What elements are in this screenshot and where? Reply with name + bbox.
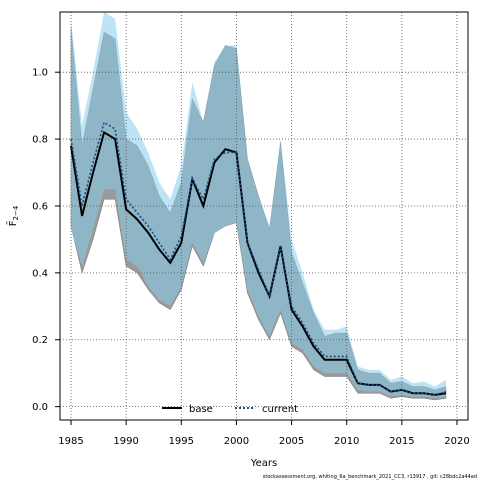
legend-label-current: current (262, 404, 298, 415)
legend: base current (162, 404, 298, 415)
svg-text:F̄2−4: F̄2−4 (6, 205, 20, 226)
x-axis-ticks: 1985 1990 1995 2000 2005 2010 2015 2020 (58, 420, 470, 447)
x-tick-label-2010: 2010 (334, 436, 359, 447)
series-lines (70, 121, 447, 396)
x-tick-label-1985: 1985 (58, 436, 83, 447)
x-tick-label-1995: 1995 (169, 436, 194, 447)
grid-lines (60, 12, 468, 420)
plot-frame (59, 11, 469, 421)
x-tick-label-2020: 2020 (444, 436, 469, 447)
y-tick-label-5: 1.0 (32, 68, 48, 79)
x-tick-label-2005: 2005 (279, 436, 304, 447)
series-line-current (70, 121, 447, 396)
x-tick-label-2000: 2000 (224, 436, 249, 447)
y-tick-label-0: 0.0 (32, 402, 48, 413)
x-tick-label-2015: 2015 (389, 436, 414, 447)
legend-label-base: base (189, 404, 213, 415)
confidence-band-current (71, 12, 446, 399)
y-tick-label-2: 0.4 (32, 268, 48, 279)
footnote: stockassessment.org, whiting_6a_benchmar… (263, 474, 477, 480)
y-axis-title: F̄2−4 (6, 205, 20, 226)
y-tick-label-4: 0.8 (32, 135, 48, 146)
y-tick-label-1: 0.2 (32, 335, 48, 346)
y-axis-title-subscript: 2−4 (12, 205, 20, 220)
y-axis-title-main: F̄ (6, 220, 19, 226)
x-tick-label-1990: 1990 (113, 436, 138, 447)
x-axis-title: Years (250, 458, 277, 469)
y-tick-label-3: 0.6 (32, 201, 48, 212)
confidence-bands (70, 12, 447, 401)
y-axis-ticks: 0.0 0.2 0.4 0.6 0.8 1.0 (32, 68, 60, 413)
